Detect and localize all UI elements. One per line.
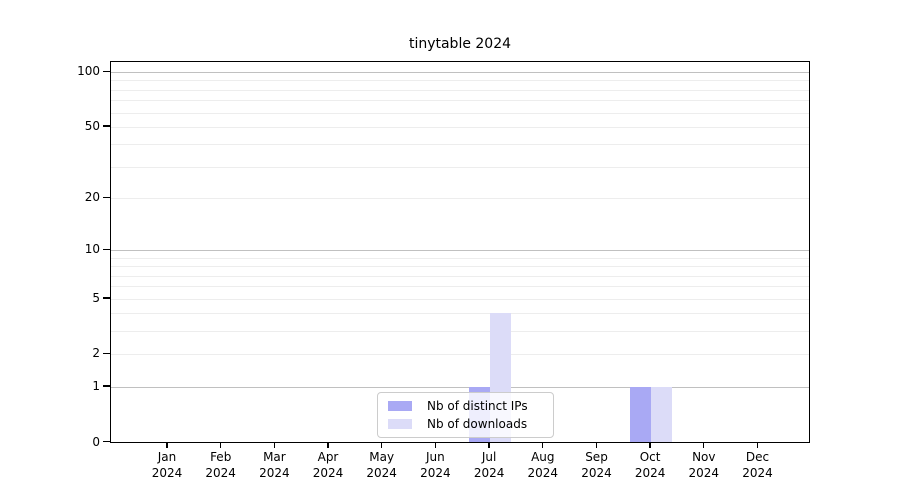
x-tick-sep (595, 443, 598, 448)
gridline-minor-3 (111, 331, 809, 333)
x-tick-label-jun: Jun 2024 (420, 450, 451, 480)
x-tick-mar (273, 443, 276, 448)
gridline-minor-60 (111, 112, 809, 114)
gridline-minor-7 (111, 275, 809, 277)
gridline-minor-30 (111, 166, 809, 168)
gridline-major-10 (111, 250, 809, 251)
y-tick-2 (103, 352, 110, 355)
y-tick-50 (103, 125, 110, 127)
gridline-major-100 (111, 72, 809, 73)
y-tick-label-5: 5 (92, 290, 100, 305)
x-tick-label-sep: Sep 2024 (581, 450, 612, 480)
y-tick-100 (103, 70, 110, 72)
y-tick-20 (103, 196, 110, 198)
bar-distinct_ips-oct (630, 386, 652, 442)
gridline-minor-4 (111, 313, 809, 315)
y-tick-label-50: 50 (84, 118, 100, 133)
legend-swatch-distinct-ips (388, 401, 412, 411)
x-tick-label-feb: Feb 2024 (205, 450, 236, 480)
gridline-minor-80 (111, 89, 809, 91)
gridline-minor-50 (111, 126, 809, 128)
x-tick-label-may: May 2024 (366, 450, 397, 480)
legend-swatch-downloads (388, 419, 412, 429)
gridline-minor-90 (111, 80, 809, 82)
legend-item-distinct-ips: Nb of distinct IPs (386, 399, 545, 413)
legend-item-downloads: Nb of downloads (386, 417, 545, 431)
x-tick-label-nov: Nov 2024 (688, 450, 720, 480)
x-tick-label-aug: Aug 2024 (527, 450, 559, 480)
gridline-minor-2 (111, 354, 809, 356)
y-tick-label-10: 10 (84, 242, 100, 256)
x-tick-jul (488, 443, 490, 448)
gridline-major-1 (111, 386, 809, 388)
x-tick-label-mar: Mar 2024 (259, 450, 290, 480)
y-tick-label-2: 2 (92, 346, 100, 361)
gridline-minor-20 (111, 198, 809, 200)
chart-title: tinytable 2024 (408, 36, 512, 52)
x-tick-apr (327, 443, 329, 448)
y-tick-5 (103, 297, 110, 299)
x-tick-label-oct: Oct 2024 (634, 450, 666, 480)
legend: Nb of distinct IPs Nb of downloads (377, 392, 554, 438)
x-tick-label-dec: Dec 2024 (742, 450, 773, 480)
x-tick-label-jan: Jan 2024 (151, 450, 183, 480)
x-tick-dec (756, 443, 759, 448)
gridline-minor-5 (111, 298, 809, 300)
gridline-minor-6 (111, 286, 809, 288)
y-tick-label-1: 1 (92, 378, 100, 393)
x-tick-label-jul: Jul 2024 (473, 450, 505, 480)
gridline-minor-40 (111, 144, 809, 146)
x-tick-jan (166, 443, 168, 448)
plot-area (110, 61, 810, 443)
gridline-minor-70 (111, 100, 809, 102)
x-tick-nov (703, 443, 705, 448)
gridline-minor-8 (111, 266, 809, 268)
x-tick-jun (434, 443, 437, 448)
y-tick-0 (103, 441, 110, 443)
x-tick-oct (649, 443, 651, 448)
legend-label-distinct-ips: Nb of distinct IPs (427, 399, 528, 413)
y-tick-1 (103, 385, 110, 387)
bar-downloads-oct (651, 386, 673, 442)
y-tick-label-0: 0 (92, 434, 100, 449)
x-tick-feb (220, 443, 222, 448)
gridline-minor-9 (111, 257, 809, 259)
y-tick-label-100: 100 (77, 64, 100, 78)
y-tick-label-20: 20 (84, 190, 100, 205)
legend-label-downloads: Nb of downloads (427, 417, 528, 431)
x-tick-may (381, 443, 383, 448)
y-tick-10 (103, 248, 110, 250)
x-tick-label-apr: Apr 2024 (312, 450, 344, 480)
x-tick-aug (542, 443, 544, 448)
